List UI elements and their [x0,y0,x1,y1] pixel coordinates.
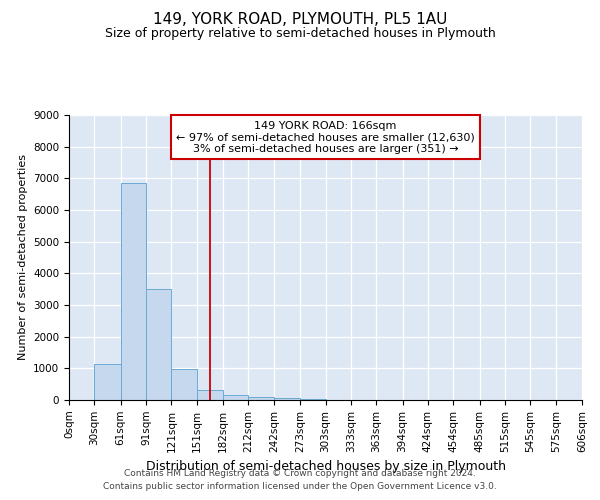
Bar [121,183,146,400]
Bar [146,288,172,400]
X-axis label: Distribution of semi-detached houses by size in Plymouth: Distribution of semi-detached houses by … [146,460,505,473]
Text: 149, YORK ROAD, PLYMOUTH, PL5 1AU: 149, YORK ROAD, PLYMOUTH, PL5 1AU [153,12,447,28]
Bar [223,394,248,400]
Bar [172,370,197,400]
Y-axis label: Number of semi-detached properties: Number of semi-detached properties [17,154,28,360]
Text: Size of property relative to semi-detached houses in Plymouth: Size of property relative to semi-detach… [104,28,496,40]
Bar [274,398,300,400]
Bar [248,397,274,400]
Text: Contains public sector information licensed under the Open Government Licence v3: Contains public sector information licen… [103,482,497,491]
Bar [197,390,223,400]
Text: 149 YORK ROAD: 166sqm
← 97% of semi-detached houses are smaller (12,630)
3% of s: 149 YORK ROAD: 166sqm ← 97% of semi-deta… [176,120,475,154]
Bar [94,364,121,400]
Text: Contains HM Land Registry data © Crown copyright and database right 2024.: Contains HM Land Registry data © Crown c… [124,468,476,477]
